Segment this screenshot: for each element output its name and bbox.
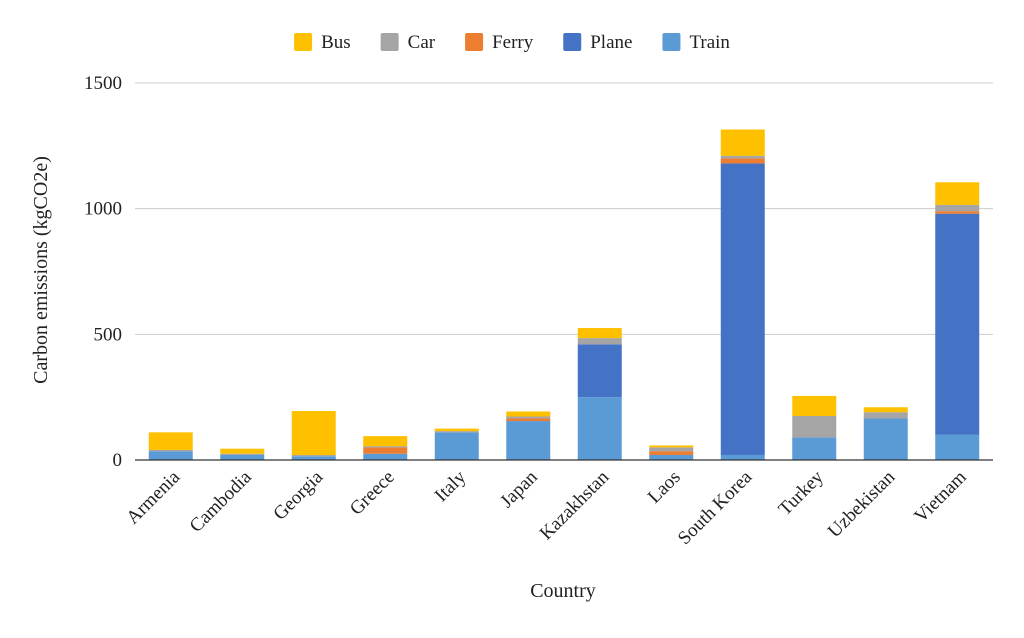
x-tick-label: Turkey (775, 466, 829, 520)
gridlines (135, 82, 993, 335)
legend-swatch (563, 33, 582, 51)
bar-segment-bus (863, 407, 908, 413)
bar-segment-train (291, 456, 336, 460)
bar-segment-car (220, 453, 265, 455)
bar-segment-car (649, 447, 694, 452)
legend-swatch (662, 33, 681, 51)
x-tick-label: Vietnam (910, 467, 970, 527)
bar-segment-bus (577, 328, 622, 339)
bar-segment-car (720, 155, 765, 159)
bar-segment-ferry (649, 451, 694, 455)
y-tick-label: 500 (94, 324, 123, 345)
bar-segment-bus (506, 411, 551, 417)
bar-segment-bus (148, 432, 193, 450)
bar-segment-bus (434, 428, 479, 432)
y-axis-label: Carbon emissions (kgCO2e) (30, 156, 52, 384)
legend: Bus Car Ferry Plane Train (294, 32, 730, 53)
bar-segment-car (577, 338, 622, 345)
x-tick-label: Uzbekistan (824, 466, 900, 542)
bar-segment-bus (649, 445, 694, 448)
bar-segment-car (148, 449, 193, 452)
bar-segment-plane (935, 213, 980, 435)
y-tick-label: 0 (113, 450, 123, 471)
legend-item-car: Car (380, 32, 436, 53)
bar-segment-car (863, 412, 908, 419)
legend-label: Car (408, 32, 436, 53)
bar-segment-car (506, 416, 551, 419)
bar-segment-car (363, 446, 408, 448)
bar-segment-train (363, 453, 408, 460)
bar-segment-bus (935, 182, 980, 205)
bar-segment-car (434, 431, 479, 433)
bar-segment-train (863, 418, 908, 460)
bar-segment-train (935, 434, 980, 460)
legend-swatch (294, 33, 313, 51)
y-tick-label: 1500 (84, 73, 122, 94)
bar-segment-bus (363, 436, 408, 447)
x-tick-label: Japan (496, 466, 542, 512)
bar-segment-car (792, 416, 837, 438)
bar-segment-bus (792, 395, 837, 417)
legend-item-plane: Plane (563, 32, 632, 53)
bar-segment-bus (291, 410, 336, 455)
bars (148, 129, 980, 460)
x-tick-label: South Korea (674, 466, 757, 549)
x-tick-label: Laos (644, 467, 685, 508)
bar-segment-ferry (935, 211, 980, 214)
x-tick-label: Greece (346, 467, 399, 520)
bar-segment-train (792, 437, 837, 460)
bar-segment-train (577, 397, 622, 460)
x-tick-labels: Armenia Cambodia Georgia Greece Italy JapanKa… (122, 466, 971, 549)
x-tick-label: Georgia (269, 466, 327, 524)
legend-label: Bus (321, 32, 351, 53)
legend-item-ferry: Ferry (465, 32, 534, 53)
legend-item-train: Train (662, 32, 730, 53)
legend-label: Ferry (492, 32, 534, 53)
legend-swatch (465, 33, 484, 51)
x-tick-label: Kazakhstan (536, 466, 614, 544)
legend-swatch (380, 33, 399, 51)
bar-segment-ferry (720, 158, 765, 164)
bar-segment-car (291, 454, 336, 457)
bar-segment-train (649, 454, 694, 460)
bar-segment-plane (577, 344, 622, 398)
bar-segment-train (220, 454, 265, 460)
bar-segment-car (935, 204, 980, 212)
bar-segment-train (148, 451, 193, 460)
x-tick-label: Armenia (122, 466, 184, 528)
y-tick-label: 1000 (84, 199, 122, 220)
bar-segment-train (720, 454, 765, 460)
bar-segment-plane (720, 163, 765, 455)
bar-segment-bus (720, 129, 765, 156)
x-tick-label: Italy (431, 466, 471, 506)
y-tick-labels: 0 500 1000 1500 (84, 73, 122, 471)
bar-segment-train (506, 421, 551, 460)
legend-label: Train (689, 32, 730, 53)
bar-segment-train (434, 432, 479, 460)
legend-label: Plane (590, 32, 632, 53)
x-axis-label: Country (530, 580, 596, 602)
x-tick-label: Cambodia (186, 466, 256, 536)
legend-item-bus: Bus (294, 32, 351, 53)
bar-segment-ferry (363, 447, 408, 454)
bar-segment-bus (220, 448, 265, 454)
bar-segment-ferry (506, 418, 551, 422)
